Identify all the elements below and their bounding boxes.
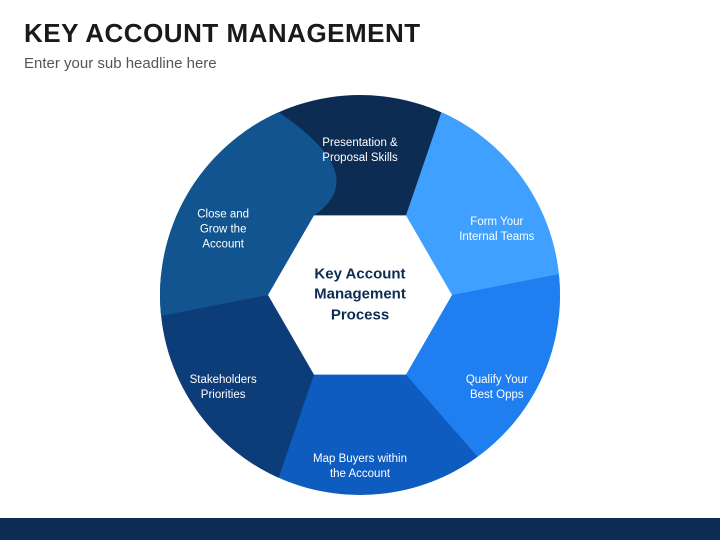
process-ring-diagram: Key AccountManagementProcess Presentatio… xyxy=(150,85,570,505)
diagram-center-label: Key AccountManagementProcess xyxy=(290,265,430,326)
slide-header: KEY ACCOUNT MANAGEMENT Enter your sub he… xyxy=(0,0,720,72)
slide-subtitle: Enter your sub headline here xyxy=(24,55,696,72)
slide-title: KEY ACCOUNT MANAGEMENT xyxy=(24,18,696,49)
footer-bar xyxy=(0,518,720,540)
